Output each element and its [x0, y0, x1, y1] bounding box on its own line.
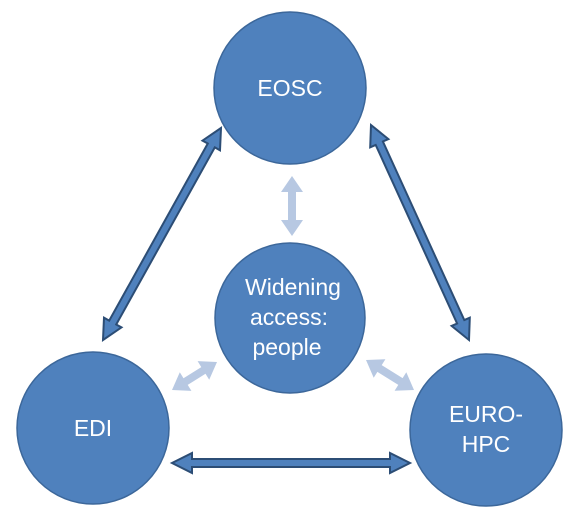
- node-edi-circle: [16, 351, 170, 505]
- arrow-group: [101, 122, 471, 475]
- node-edi-label: EDI: [74, 415, 112, 441]
- node-euro-hpc-label-line1: EURO-: [449, 401, 523, 427]
- node-eosc-label: EOSC: [257, 75, 322, 101]
- node-center: Widening access: people: [214, 242, 366, 394]
- node-center-label-line2: access:: [250, 304, 328, 330]
- node-eosc-circle: [213, 11, 367, 165]
- node-center-label-line3: people: [252, 334, 321, 360]
- arrow-eosc-edi: [101, 126, 223, 342]
- arrow-eosc-euro-hpc: [369, 122, 471, 343]
- node-euro-hpc-circle: [409, 353, 563, 507]
- arrow-center-edi: [172, 361, 217, 391]
- node-euro-hpc: EURO- HPC: [409, 353, 563, 507]
- node-center-label-line1: Widening: [245, 274, 341, 300]
- node-edi: EDI: [16, 351, 170, 505]
- arrow-center-eosc: [281, 176, 303, 236]
- arrow-edi-euro-hpc: [169, 451, 413, 475]
- node-eosc: EOSC: [213, 11, 367, 165]
- node-center-circle: [214, 242, 366, 394]
- node-euro-hpc-label-line2: HPC: [462, 431, 511, 457]
- arrow-center-euro-hpc: [366, 359, 414, 391]
